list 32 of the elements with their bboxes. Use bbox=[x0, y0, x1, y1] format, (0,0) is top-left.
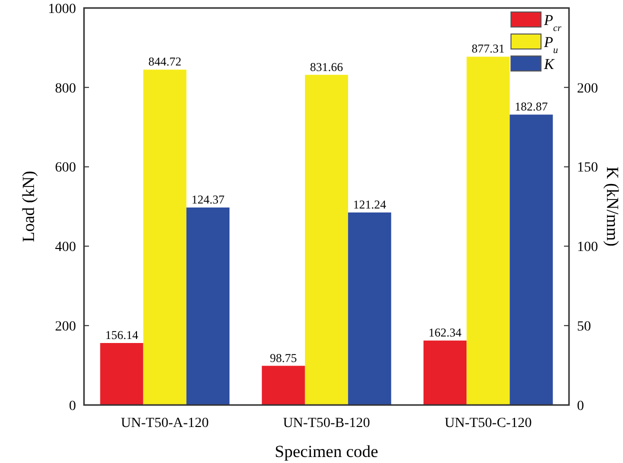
data-label: 156.14 bbox=[105, 328, 138, 342]
y-tick-label: 800 bbox=[55, 81, 76, 96]
bar bbox=[424, 340, 467, 405]
bar bbox=[100, 343, 144, 405]
y-tick-label: 400 bbox=[55, 240, 76, 256]
y-tick-label: 200 bbox=[55, 320, 76, 334]
data-label: 831.66 bbox=[310, 60, 343, 74]
x-tick-label: UN-T50-B-120 bbox=[282, 416, 370, 431]
data-label: 162.34 bbox=[428, 326, 462, 340]
y2-axis-title: K (kN/mm) bbox=[603, 166, 622, 246]
y2-tick-label: 150 bbox=[577, 160, 598, 176]
data-label: 98.75 bbox=[270, 350, 297, 365]
y-tick-label: 0 bbox=[69, 398, 76, 414]
y-tick-label: 1000 bbox=[48, 2, 76, 17]
y-axis-title: Load (kN) bbox=[19, 170, 38, 242]
data-label: 182.87 bbox=[514, 100, 548, 114]
y2-tick-label: 100 bbox=[577, 240, 598, 256]
y-tick-label: 600 bbox=[55, 160, 76, 176]
data-label: 844.72 bbox=[148, 54, 182, 69]
data-label: 877.31 bbox=[472, 42, 505, 56]
x-tick-label: UN-T50-C-120 bbox=[444, 416, 532, 431]
x-tick-label: UN-T50-A-120 bbox=[120, 416, 209, 431]
x-axis-title: Specimen code bbox=[274, 442, 378, 461]
y2-tick-label: 0 bbox=[577, 398, 584, 414]
y2-tick-label: 200 bbox=[577, 81, 598, 96]
y2-tick-label: 50 bbox=[577, 320, 591, 334]
legend-label: K bbox=[543, 57, 555, 73]
legend-label: P$_{u}$ bbox=[543, 35, 558, 56]
bar bbox=[262, 366, 305, 405]
data-label: 121.24 bbox=[353, 197, 386, 212]
legend-label: P$_{cr}$ bbox=[543, 13, 562, 34]
data-label: 124.37 bbox=[191, 192, 224, 206]
